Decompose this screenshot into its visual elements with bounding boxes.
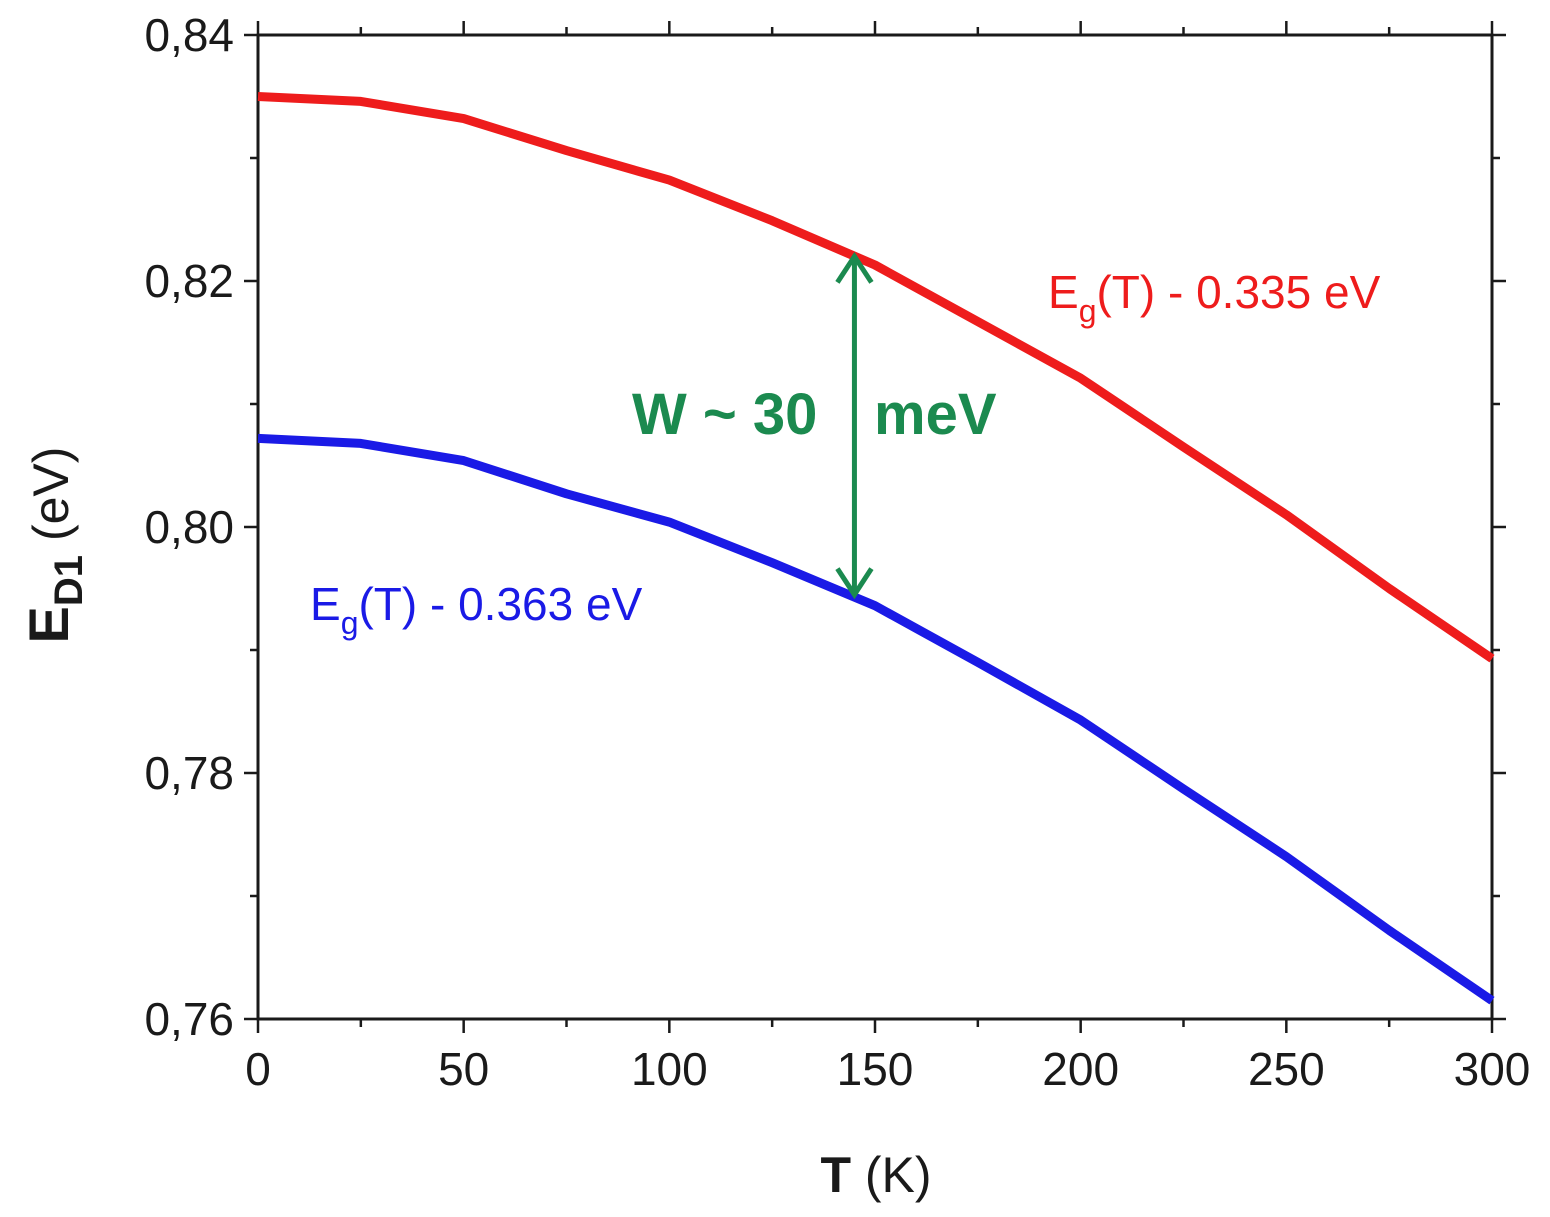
- axes: 0 50 100 150 200 250 300 0,76 0,78 0,80 0,82 0,84: [144, 9, 1530, 1095]
- series-layer: [257, 92, 1495, 1005]
- y-axis-title: ED1 (eV): [17, 447, 91, 644]
- series-label-upper: Eg(T) - 0.335 eV: [1048, 266, 1381, 329]
- x-tick-label: 200: [1042, 1043, 1119, 1095]
- x-tick-label: 150: [837, 1043, 914, 1095]
- y-tick-label: 0,78: [144, 747, 234, 799]
- annotation-arrow-head-top: [835, 251, 874, 284]
- y-tick-label: 0,76: [144, 993, 234, 1045]
- x-tick-label: 0: [245, 1043, 271, 1095]
- annotation-layer: [835, 251, 874, 600]
- y-tick-label: 0,84: [144, 9, 234, 61]
- series-line-lower: [257, 433, 1495, 1005]
- x-tick-label: 100: [631, 1043, 708, 1095]
- x-tick-label: 250: [1248, 1043, 1325, 1095]
- y-tick-label: 0,80: [144, 501, 234, 553]
- series-line-upper: [257, 92, 1495, 663]
- annotation-text-left: W ~ 30: [632, 382, 817, 447]
- series-label-lower: Eg(T) - 0.363 eV: [310, 578, 643, 641]
- annotation-text-right: meV: [874, 382, 997, 447]
- y-tick-label: 0,82: [144, 255, 234, 307]
- x-axis-title: T (K): [820, 1147, 931, 1203]
- annotation-arrow-head-bottom: [835, 567, 874, 600]
- x-tick-label: 50: [438, 1043, 489, 1095]
- x-tick-label: 300: [1454, 1043, 1531, 1095]
